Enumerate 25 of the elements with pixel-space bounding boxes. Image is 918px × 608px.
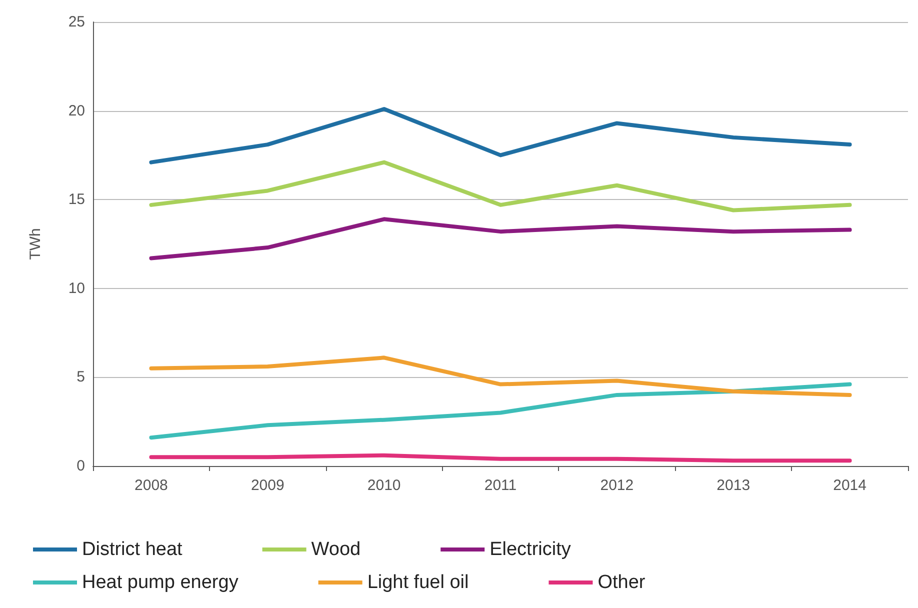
y-tick-label: 15 <box>68 191 85 208</box>
line-series <box>149 107 852 164</box>
x-tick-label: 2008 <box>134 477 168 494</box>
line-series <box>149 160 852 212</box>
legend-label: Electricity <box>490 539 572 560</box>
x-tick-label: 2012 <box>600 477 634 494</box>
x-tick-label: 2013 <box>716 477 750 494</box>
line-series <box>149 356 852 397</box>
y-tick-label: 10 <box>68 280 85 297</box>
y-tick-label: 25 <box>68 14 85 30</box>
y-tick-label: 20 <box>68 102 85 120</box>
y-tick-label: 0 <box>76 458 85 474</box>
line-series <box>149 217 852 260</box>
y-tick-label: 5 <box>76 368 85 386</box>
legend-label: Light fuel oil <box>367 572 469 593</box>
line-series <box>149 382 852 440</box>
x-tick-label: 2011 <box>484 477 517 494</box>
y-axis-title: TWh <box>27 228 44 260</box>
legend-label: District heat <box>82 539 184 560</box>
x-tick-label: 2010 <box>367 477 401 494</box>
legend-label: Heat pump energy <box>82 572 239 593</box>
x-tick-label: 2009 <box>250 477 284 494</box>
x-tick-label: 2014 <box>833 477 866 494</box>
legend-label: Wood <box>311 539 361 560</box>
legend-label: Other <box>598 572 646 593</box>
